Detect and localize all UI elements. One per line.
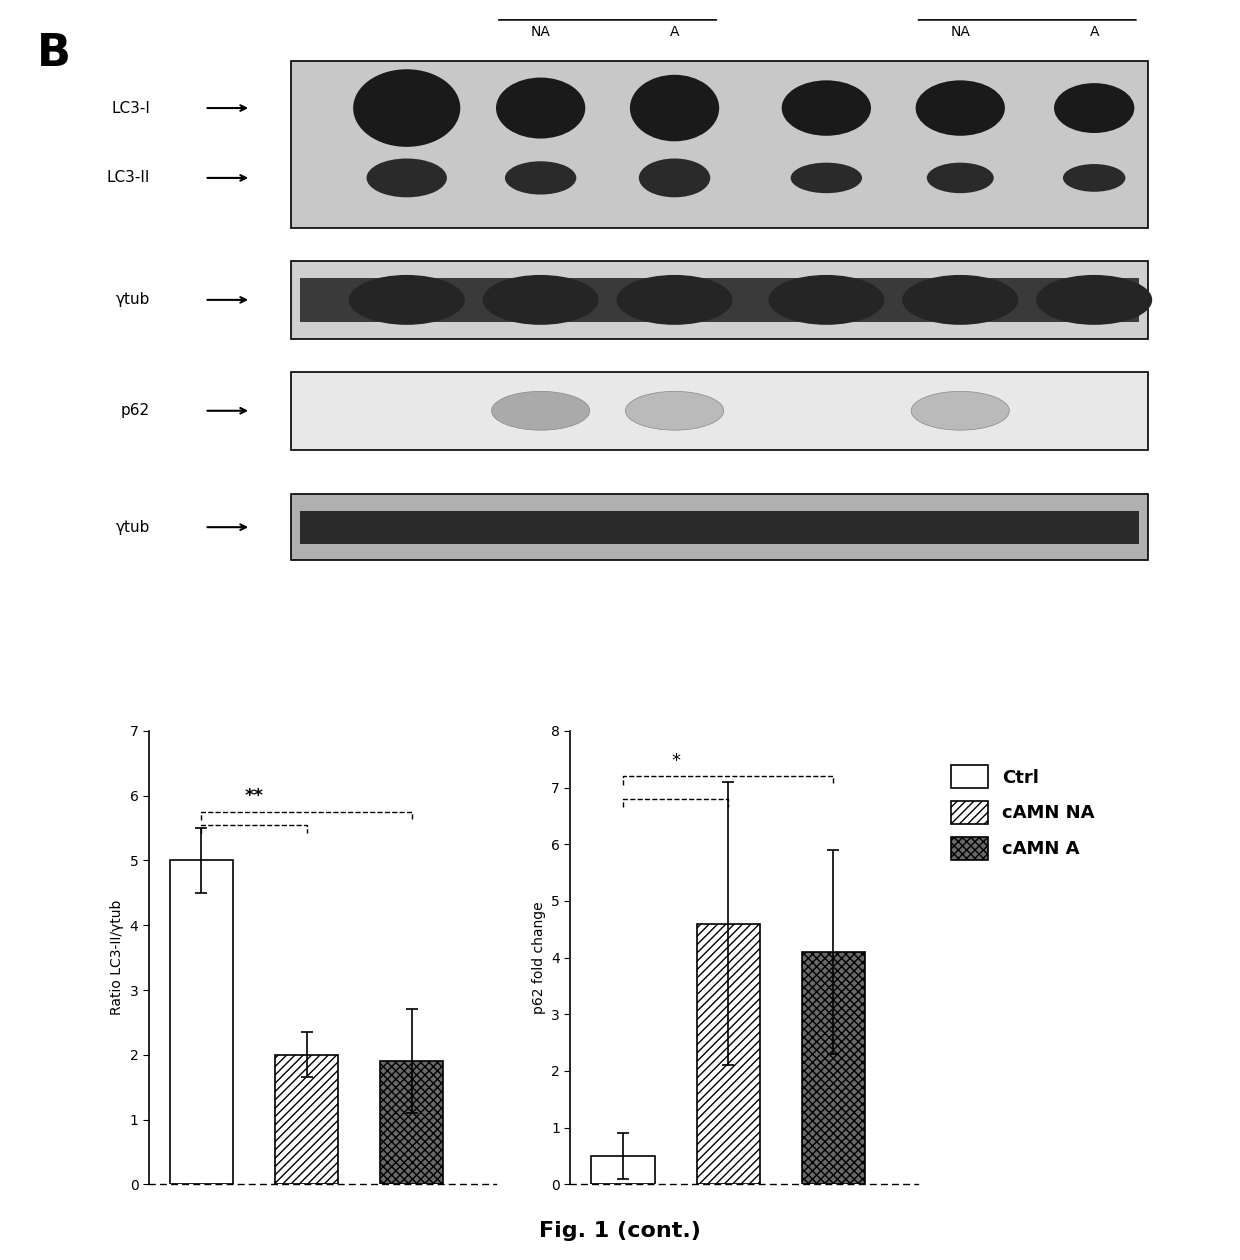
Bar <box>591 1157 655 1184</box>
Bar <box>300 510 1138 544</box>
Ellipse shape <box>915 81 1004 136</box>
Ellipse shape <box>903 275 1018 325</box>
Ellipse shape <box>348 275 465 325</box>
Ellipse shape <box>505 161 577 194</box>
Bar <box>290 372 1148 450</box>
Bar <box>290 62 1148 228</box>
Text: p62: p62 <box>122 403 150 418</box>
Text: A: A <box>670 25 680 39</box>
Ellipse shape <box>781 81 870 136</box>
Ellipse shape <box>616 275 733 325</box>
Bar <box>300 277 1138 323</box>
Y-axis label: p62 fold change: p62 fold change <box>532 901 546 1014</box>
Text: NA: NA <box>950 25 970 39</box>
Text: **: ** <box>244 788 264 805</box>
Text: *: * <box>671 752 680 771</box>
Ellipse shape <box>496 78 585 139</box>
Text: B: B <box>37 32 71 74</box>
Ellipse shape <box>911 392 1009 430</box>
Ellipse shape <box>482 275 599 325</box>
Bar <box>290 494 1148 561</box>
Bar <box>697 924 760 1184</box>
Ellipse shape <box>367 159 446 198</box>
Ellipse shape <box>353 69 460 147</box>
Ellipse shape <box>769 275 884 325</box>
Text: A: A <box>1090 25 1099 39</box>
Legend: Ctrl, cAMN NA, cAMN A: Ctrl, cAMN NA, cAMN A <box>951 765 1095 859</box>
Bar <box>381 1061 444 1184</box>
Ellipse shape <box>1054 83 1135 134</box>
Text: Fig. 1 (cont.): Fig. 1 (cont.) <box>539 1221 701 1241</box>
Ellipse shape <box>926 163 993 193</box>
Text: γtub: γtub <box>115 519 150 534</box>
Y-axis label: Ratio LC3-II/γtub: Ratio LC3-II/γtub <box>110 900 124 1016</box>
Text: γtub: γtub <box>115 292 150 307</box>
Bar <box>275 1055 339 1184</box>
Ellipse shape <box>639 159 711 198</box>
Text: NA: NA <box>531 25 551 39</box>
Ellipse shape <box>1063 164 1126 192</box>
Bar <box>802 953 866 1184</box>
Ellipse shape <box>791 163 862 193</box>
Text: LC3-I: LC3-I <box>112 101 150 116</box>
Bar <box>290 261 1148 339</box>
Ellipse shape <box>630 74 719 141</box>
Ellipse shape <box>625 392 724 430</box>
Ellipse shape <box>491 392 590 430</box>
Text: LC3-II: LC3-II <box>107 170 150 185</box>
Bar <box>170 861 233 1184</box>
Ellipse shape <box>1037 275 1152 325</box>
